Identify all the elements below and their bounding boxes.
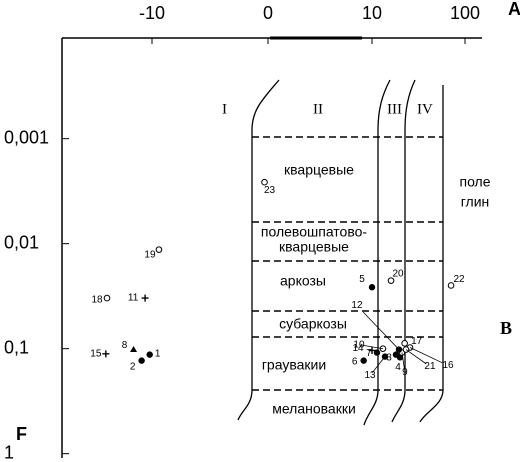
x-tick-label: 0: [263, 3, 273, 23]
point: [368, 346, 376, 354]
point-label: 4: [395, 362, 401, 373]
point-label: 15: [90, 348, 102, 359]
point-label: 11: [128, 293, 139, 304]
y-tick-label: 0,1: [4, 337, 29, 357]
point: [103, 294, 111, 302]
point-label: 2: [130, 361, 136, 372]
point: [155, 246, 163, 253]
point-label: 20: [392, 268, 404, 279]
class-label: кварцевые: [284, 162, 354, 178]
point: [138, 357, 145, 364]
point-label: 7: [366, 348, 372, 359]
point-label: 6: [352, 356, 358, 367]
point: [130, 346, 138, 353]
class-label: глин: [461, 194, 490, 210]
boundary: [363, 79, 391, 426]
class-label: субаркозы: [279, 316, 347, 332]
region-label: II: [313, 101, 323, 117]
x-tick-label: 10: [362, 3, 382, 23]
point: [387, 277, 395, 284]
point-label: 12: [351, 300, 363, 311]
point: [141, 294, 149, 302]
point-label: 13: [364, 370, 376, 381]
point-label: 19: [144, 249, 156, 260]
y-tick-label: 0,01: [4, 232, 39, 252]
point-label: 10: [353, 339, 365, 350]
point: [102, 350, 110, 358]
boundaries: [237, 79, 444, 426]
point: [261, 178, 268, 186]
region-label: III: [387, 101, 402, 117]
point-label: 1: [155, 348, 161, 359]
point-label: 17: [411, 336, 423, 347]
x-tick-label: 100: [450, 3, 480, 23]
boundary: [419, 85, 444, 423]
x-tick-label: -10: [139, 3, 165, 23]
point-label: 23: [264, 185, 276, 196]
point-label: 14: [352, 343, 364, 354]
y-tick-label: 1: [4, 442, 14, 462]
class-label: полевошпатово-: [261, 224, 367, 240]
leader-line: [362, 344, 384, 350]
point: [360, 357, 367, 364]
boundary: [237, 79, 280, 421]
point-label: 5: [359, 274, 365, 285]
region-label: I: [222, 101, 227, 117]
class-label: поле: [459, 174, 490, 190]
point: [146, 351, 153, 358]
side-label: B: [500, 318, 512, 338]
leader-line: [409, 347, 443, 364]
leader-line: [362, 311, 400, 350]
class-label: кварцевые: [279, 239, 349, 255]
region-label: IV: [417, 101, 433, 117]
class-label: аркозы: [280, 273, 326, 289]
y-tick-label: 0,001: [4, 127, 49, 147]
y-axis-label: F: [16, 424, 27, 444]
point-label: 18: [91, 295, 103, 306]
point-label: 16: [442, 360, 454, 371]
point-label: 21: [424, 361, 436, 372]
point: [447, 282, 455, 289]
class-lines: [252, 136, 443, 391]
point-label: 9: [402, 367, 408, 378]
leader-line: [371, 356, 386, 373]
leader-line: [405, 349, 427, 365]
point: [401, 340, 408, 347]
point: [368, 284, 376, 291]
x-axis-label: A: [508, 0, 520, 19]
point-label: 8: [122, 340, 128, 351]
leader-line: [401, 352, 405, 370]
point-label: 22: [453, 274, 465, 285]
point-label: 3: [386, 352, 392, 363]
class-label: мелановакки: [272, 401, 356, 417]
class-label: граувакии: [262, 357, 326, 373]
boundary: [391, 79, 416, 423]
